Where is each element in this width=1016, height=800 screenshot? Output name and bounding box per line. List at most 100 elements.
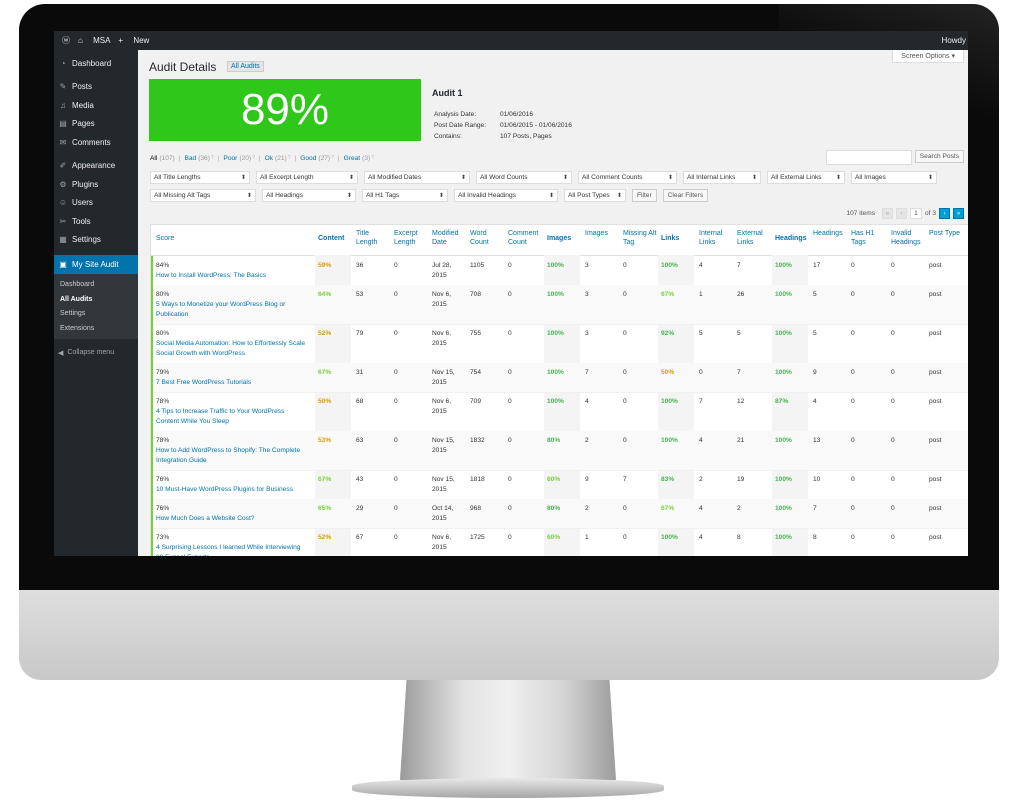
cell-h1: 0 [851,476,855,483]
filter-select-all-modified-dates[interactable]: All Modified Dates ⬍ [364,171,470,184]
cell-internal: 5 [699,330,703,337]
next-page-button[interactable]: › [939,208,950,219]
clear-filters-button[interactable]: Clear Filters [662,189,709,202]
cell-words: 1105 [470,262,485,269]
all-audits-button[interactable]: All Audits [227,61,264,72]
status-filter-all[interactable]: All [150,155,158,162]
post-title-link[interactable]: 7 Best Free WordPress Tutorials [156,379,252,386]
sidebar-item-posts[interactable]: ✎ Posts [54,78,138,97]
sidebar-item-label: Users [72,198,93,208]
column-header-images[interactable]: Images [547,235,572,242]
column-header-content[interactable]: Content [318,235,345,242]
cell-invalid: 0 [891,437,895,444]
table-row: 79% 7 Best Free WordPress Tutorials 67% 31 0… [151,363,968,393]
column-header-invalid-headings[interactable]: Invalid Headings [891,230,921,246]
sidebar-item-tools[interactable]: ✂ Tools [54,212,138,231]
cell-excerpt: 0 [394,534,398,541]
column-header-headings[interactable]: Headings [813,230,843,237]
filter-select-all-comment-counts[interactable]: All Comment Counts ⬍ [578,171,677,184]
column-header-title-length[interactable]: Title Length [356,230,378,246]
audit-meta: Analysis Date: 01/06/2016 Post Date Range:… [434,109,572,142]
column-header-word-count[interactable]: Word Count [470,230,489,246]
post-title-link[interactable]: 4 Surprising Lessons I learned While Int… [156,544,301,556]
filter-select-all-excerpt-length[interactable]: All Excerpt Length ⬍ [256,171,358,184]
filter-select-all-word-counts[interactable]: All Word Counts ⬍ [476,171,572,184]
filter-select-all-internal-links[interactable]: All Internal Links ⬍ [683,171,761,184]
submenu-item-extensions[interactable]: Extensions [60,324,95,332]
status-filter-ok[interactable]: Ok [264,155,274,162]
column-header-has-h1-tags[interactable]: Has H1 Tags [851,230,875,246]
post-title-link[interactable]: How to Add WordPress to Shopify: The Com… [156,447,301,464]
cell-internal: 2 [699,476,703,483]
submenu-item-settings[interactable]: Settings [60,310,86,318]
sidebar-item-appearance[interactable]: ✐ Appearance [54,157,138,176]
column-header-modified-date[interactable]: Modified Date [432,230,459,246]
filter-select-all-images[interactable]: All Images ⬍ [851,171,937,184]
filter-select-all-headings[interactable]: All Headings ⬍ [262,189,356,202]
column-header-headings[interactable]: Headings [775,235,807,242]
sidebar-item-settings[interactable]: ▦ Settings [54,231,138,250]
settings-icon: ▦ [59,235,67,245]
search-posts-button[interactable]: Search Posts [914,150,964,163]
sidebar-item-my-site-audit[interactable]: ▣ My Site Audit [54,255,138,274]
cell-img-pct: 100% [547,369,564,376]
sidebar-item-media[interactable]: ♫ Media [54,96,138,115]
filter-select-all-missing-alt-tags[interactable]: All Missing Alt Tags ⬍ [150,189,256,202]
cell-words: 755 [470,330,482,337]
status-filter-great[interactable]: Great [343,155,361,162]
post-title-link[interactable]: 5 Ways to Monetize your WordPress Blog o… [156,301,286,318]
filter-select-all-external-links[interactable]: All External Links ⬍ [767,171,845,184]
score-value: 79% [156,369,170,376]
filter-select-all-h1-tags[interactable]: All H1 Tags ⬍ [362,189,448,202]
screen-options-button[interactable]: Screen Options ▾ [892,50,964,63]
filter-select-all-post-types[interactable]: All Post Types ⬍ [564,189,626,202]
current-page-input[interactable]: 1 [910,208,922,219]
column-header-missing-alt-tag[interactable]: Missing Alt Tag [623,230,657,246]
status-filter-bad[interactable]: Bad [184,155,197,162]
sidebar-item-comments[interactable]: ✉ Comments [54,133,138,152]
monitor-stand [400,680,616,780]
sidebar-item-plugins[interactable]: ⚙ Plugins [54,175,138,194]
users-icon: ☺ [58,198,68,208]
post-title-link[interactable]: How Much Does a Website Cost? [156,515,255,522]
cell-head-pct: 100% [775,505,792,512]
column-header-excerpt-length[interactable]: Excerpt Length [394,230,418,246]
sidebar-item-label: My Site Audit [72,259,119,269]
search-input[interactable] [825,150,912,165]
cell-external: 8 [737,534,741,541]
filter-select-all-invalid-headings[interactable]: All Invalid Headings ⬍ [454,189,558,202]
last-page-button[interactable]: » [953,208,964,219]
prev-page-button[interactable]: ‹ [896,208,907,219]
cell-date: Nov 15, 2015 [432,437,455,454]
status-filter-good[interactable]: Good [300,155,317,162]
status-filter-poor[interactable]: Poor [223,155,238,162]
cell-alt: 0 [623,369,627,376]
column-header-internal-links[interactable]: Internal Links [699,230,723,246]
post-title-link[interactable]: Social Media Automation: How to Effortle… [156,340,306,357]
score-value: 76% [156,505,170,512]
post-title-link[interactable]: 10 Must-Have WordPress Plugins for Busin… [156,486,293,493]
filter-select-all-title-lengths[interactable]: All Title Lengths ⬍ [150,171,250,184]
howdy-link[interactable]: Howdy [941,36,966,45]
new-link[interactable]: + New [118,36,150,45]
sidebar-item-pages[interactable]: ▤ Pages [54,115,138,134]
column-header-external-links[interactable]: External Links [737,230,763,246]
post-title-link[interactable]: How to Install WordPress: The Basics [156,272,267,279]
collapse-menu[interactable]: ◀ Collapse menu [54,349,138,357]
post-title-link[interactable]: 4 Tips to Increase Traffic to Your WordP… [156,408,285,425]
submenu-item-dashboard[interactable]: Dashboard [60,281,95,289]
cell-excerpt: 0 [394,398,398,405]
site-link[interactable]: ⌂ MSA [78,36,111,45]
column-header-links[interactable]: Links [661,235,680,242]
column-header-images[interactable]: Images [585,230,608,237]
filter-button[interactable]: Filter [632,189,657,202]
column-header-comment-count[interactable]: Comment Count [508,230,539,246]
submenu-item-all-audits[interactable]: All Audits [60,295,93,303]
sidebar-item-users[interactable]: ☺ Users [54,194,138,213]
first-page-button[interactable]: « [882,208,893,219]
wordpress-logo-icon[interactable]: ⓦ [62,36,70,45]
sidebar-item-dashboard[interactable]: ◔ Dashboard [54,54,138,73]
status-filter-count: (27) [318,155,331,162]
column-header-score[interactable]: Score [156,235,175,242]
column-header-post-type[interactable]: Post Type [929,230,961,237]
